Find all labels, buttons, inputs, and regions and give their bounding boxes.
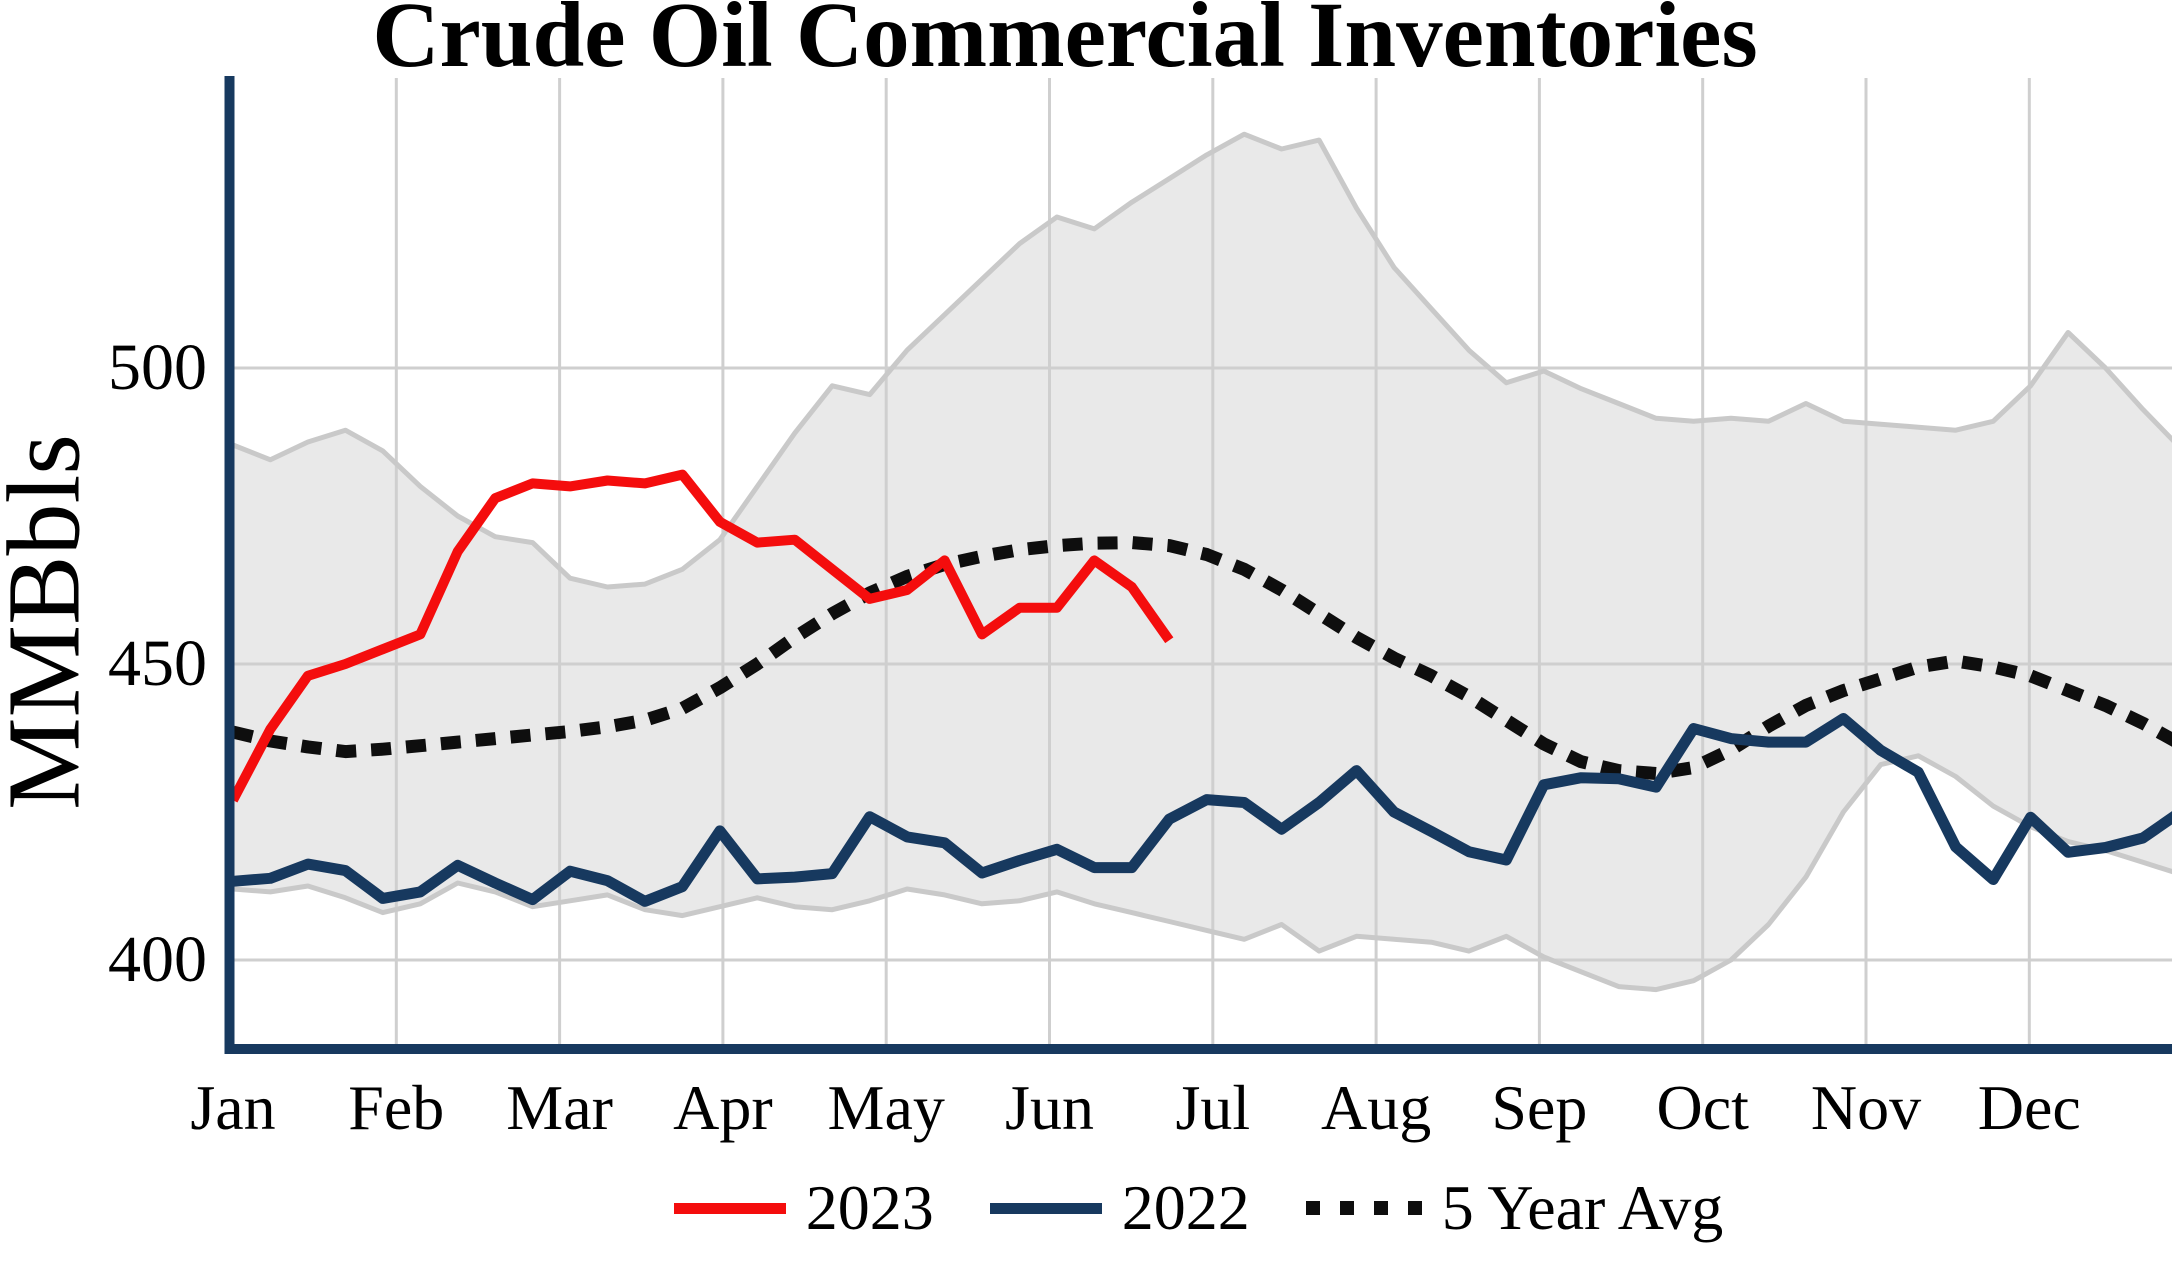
legend-label-5-year-avg: 5 Year Avg — [1441, 1172, 1724, 1243]
y-tick-label-500: 500 — [108, 331, 207, 404]
x-tick-label-jan: Jan — [190, 1072, 276, 1143]
series-line-2023 — [228, 469, 1174, 803]
five-year-range-band-edges — [232, 131, 2172, 993]
x-tick-label-may: May — [827, 1072, 945, 1143]
series-line-5-year-avg — [231, 536, 2172, 780]
x-tick-label-dec: Dec — [1977, 1072, 2081, 1143]
band-bottom-edge — [232, 753, 2172, 993]
band-fill — [233, 134, 2172, 990]
x-tick-label-feb: Feb — [348, 1072, 445, 1143]
x-tick-label-oct: Oct — [1656, 1072, 1749, 1143]
y-tick-label-400: 400 — [108, 923, 207, 996]
legend: 2023 2022 5 Year Avg — [225, 1170, 2172, 1246]
x-tick-label-apr: Apr — [673, 1072, 773, 1143]
data-series — [228, 469, 2172, 907]
legend-label-2022: 2022 — [1121, 1172, 1250, 1243]
x-tick-label-jul: Jul — [1175, 1072, 1251, 1143]
x-tick-label-mar: Mar — [506, 1072, 613, 1143]
legend-swatch-2022-line — [989, 1202, 1102, 1214]
x-tick-label-nov: Nov — [1810, 1072, 1922, 1143]
five-year-range-band — [233, 134, 2172, 990]
legend-item-2022: 2022 — [989, 1172, 1250, 1243]
x-tick-label-aug: Aug — [1320, 1072, 1432, 1143]
legend-swatch-5-year-avg-dotted — [1305, 1201, 1422, 1215]
legend-swatch-2023-line — [673, 1202, 786, 1214]
x-tick-label-sep: Sep — [1491, 1072, 1588, 1143]
y-tick-label-450: 450 — [108, 627, 207, 700]
legend-item-2023: 2023 — [673, 1172, 934, 1243]
series-line-2022 — [232, 713, 2172, 907]
axis-spines — [224, 76, 2172, 1054]
x-tick-label-jun: Jun — [1005, 1072, 1094, 1143]
chart-title: Crude Oil Commercial Inventories — [372, 0, 1758, 87]
legend-label-2023: 2023 — [805, 1172, 934, 1243]
legend-item-5-year-avg: 5 Year Avg — [1305, 1172, 1724, 1243]
band-top-edge — [232, 131, 2172, 590]
